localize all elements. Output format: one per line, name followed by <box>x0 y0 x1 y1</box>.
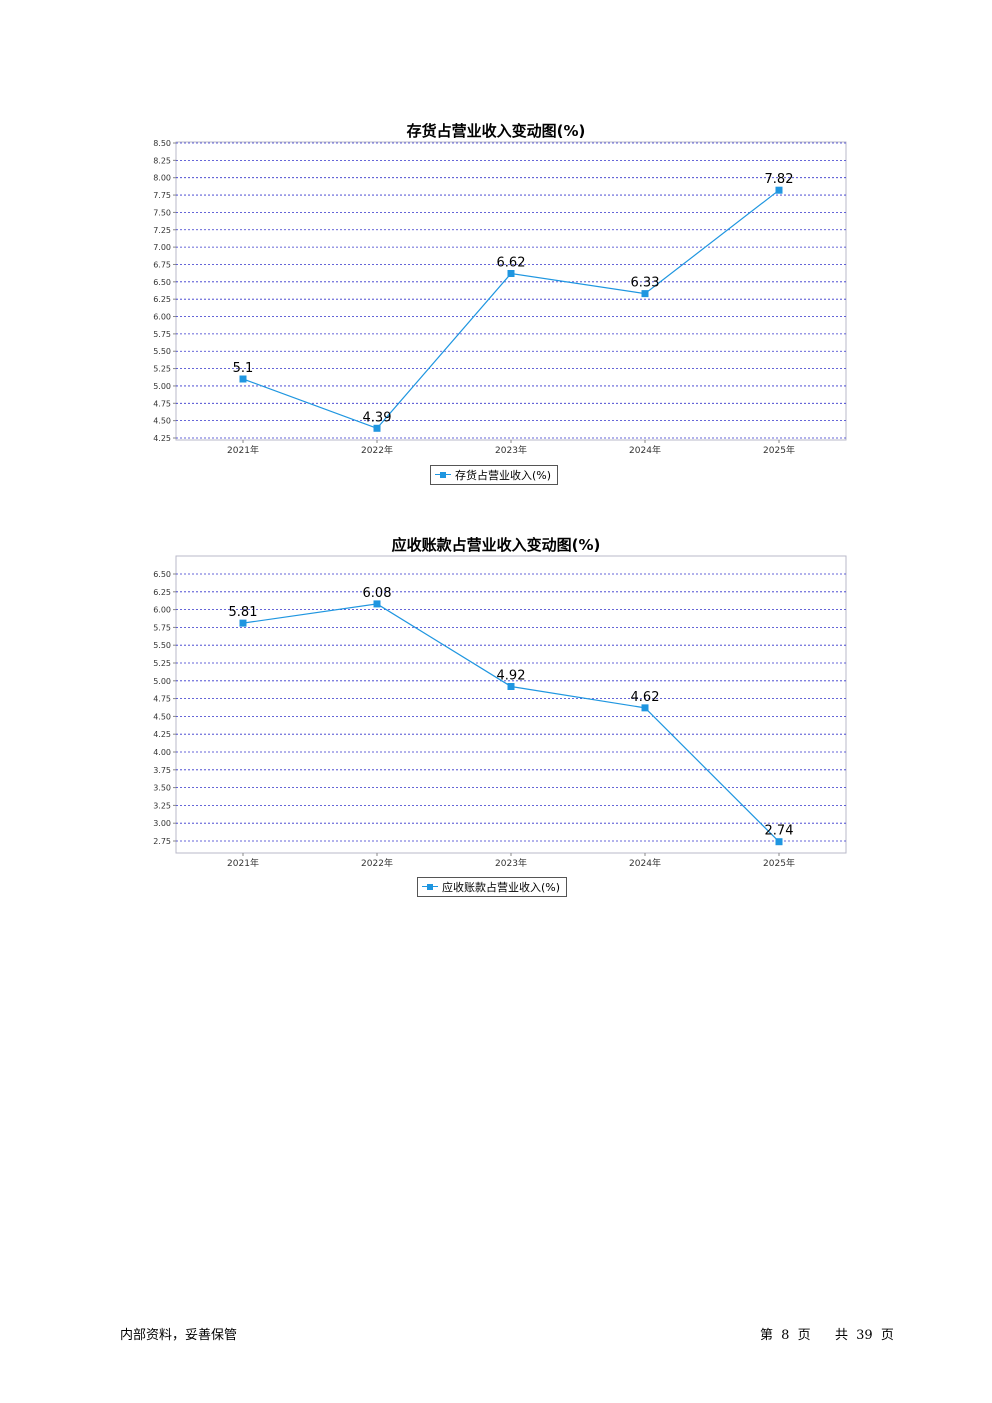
data-label: 4.92 <box>497 668 526 683</box>
y-tick-label: 4.25 <box>153 730 171 739</box>
chart-legend: 存货占营业收入(%) <box>430 465 559 485</box>
page-label: 第 <box>760 1328 774 1343</box>
y-tick-label: 5.75 <box>153 623 171 632</box>
data-point <box>507 682 515 690</box>
data-label: 4.62 <box>631 690 660 705</box>
y-tick-label: 4.50 <box>153 417 171 426</box>
x-tick-label: 2022年 <box>361 857 393 869</box>
footer-confidential-note: 内部资料，妥善保管 <box>120 1328 238 1343</box>
y-tick-label: 7.00 <box>153 243 171 252</box>
legend-label: 应收账款占营业收入(%) <box>442 881 561 894</box>
y-tick-label: 5.00 <box>153 382 171 391</box>
data-point <box>641 704 649 712</box>
data-label: 2.74 <box>765 824 794 839</box>
y-tick-label: 3.00 <box>153 819 171 828</box>
y-tick-label: 6.50 <box>153 570 171 579</box>
data-label: 5.1 <box>233 361 254 376</box>
data-point <box>775 838 783 846</box>
page-label: 共 <box>835 1328 849 1343</box>
plot-area <box>175 141 847 441</box>
data-point <box>373 600 381 608</box>
y-tick-label: 8.25 <box>153 156 171 165</box>
page-label: 页 <box>880 1328 894 1343</box>
y-tick-label: 4.75 <box>153 399 171 408</box>
x-tick-label: 2024年 <box>629 857 661 869</box>
y-tick-label: 5.25 <box>153 365 171 374</box>
legend-marker-icon <box>422 882 438 892</box>
data-point <box>373 424 381 432</box>
data-label: 6.62 <box>497 255 526 270</box>
chart-plot: 6.50 6.25 6.00 5.75 5.50 5.25 5.00 4.75 4.50 4.25… <box>153 555 847 869</box>
page-label: 页 <box>797 1328 811 1343</box>
y-tick-label: 2.75 <box>153 837 171 846</box>
y-tick-label: 4.50 <box>153 712 171 721</box>
x-tick-label: 2024年 <box>629 444 661 456</box>
y-tick-label: 6.00 <box>153 313 171 322</box>
y-tick-label: 5.00 <box>153 677 171 686</box>
x-tick-label: 2021年 <box>227 444 259 456</box>
y-tick-label: 6.75 <box>153 260 171 269</box>
y-tick-label: 3.75 <box>153 766 171 775</box>
x-tick-label: 2021年 <box>227 857 259 869</box>
page-total: 39 <box>856 1328 873 1343</box>
y-tick-label: 8.50 <box>153 140 171 148</box>
y-tick-label: 5.50 <box>153 641 171 650</box>
data-label: 5.81 <box>229 605 258 620</box>
y-tick-label: 6.25 <box>153 295 171 304</box>
footer-page-number: 第 8 页 共 39 页 <box>760 1324 894 1343</box>
y-tick-label: 6.00 <box>153 606 171 615</box>
page-current: 8 <box>781 1328 790 1343</box>
legend-label: 存货占营业收入(%) <box>455 469 552 482</box>
x-tick-label: 2022年 <box>361 444 393 456</box>
y-tick-label: 7.75 <box>153 191 171 200</box>
chart-plot: 8.50 8.25 8.00 7.75 7.50 7.25 7.00 6.75 6.50 6.25… <box>153 140 847 456</box>
y-tick-label: 4.25 <box>153 434 171 443</box>
legend-marker-icon <box>435 470 451 480</box>
y-tick-label: 8.00 <box>153 174 171 183</box>
y-tick-label: 5.50 <box>153 347 171 356</box>
y-tick-label: 6.50 <box>153 278 171 287</box>
x-tick-label: 2023年 <box>495 444 527 456</box>
data-label: 6.33 <box>631 276 660 291</box>
x-tick-label: 2025年 <box>763 857 795 869</box>
data-point <box>507 269 515 277</box>
data-point <box>239 375 247 383</box>
y-tick-label: 4.00 <box>153 748 171 757</box>
x-tick-label: 2023年 <box>495 857 527 869</box>
y-tick-label: 7.25 <box>153 226 171 235</box>
chart-legend: 应收账款占营业收入(%) <box>417 877 568 897</box>
y-tick-label: 6.25 <box>153 588 171 597</box>
data-point <box>641 290 649 298</box>
data-point <box>775 186 783 194</box>
data-point <box>239 619 247 627</box>
data-label: 7.82 <box>765 172 794 187</box>
data-label: 4.39 <box>363 410 392 425</box>
y-tick-label: 5.25 <box>153 659 171 668</box>
chart-title: 应收账款占营业收入变动图(%) <box>391 536 601 554</box>
plot-area <box>175 555 847 854</box>
y-tick-label: 7.50 <box>153 208 171 217</box>
x-tick-label: 2025年 <box>763 444 795 456</box>
chart-title: 存货占营业收入变动图(%) <box>406 122 586 140</box>
y-tick-label: 4.75 <box>153 695 171 704</box>
y-tick-label: 3.50 <box>153 784 171 793</box>
data-label: 6.08 <box>363 586 392 601</box>
y-tick-label: 5.75 <box>153 330 171 339</box>
y-tick-label: 3.25 <box>153 801 171 810</box>
